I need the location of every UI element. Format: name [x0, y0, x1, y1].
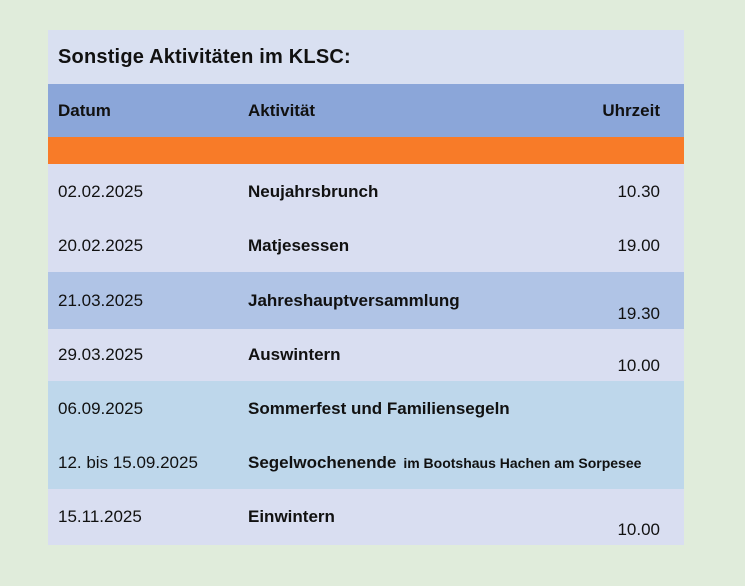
table-row: 21.03.2025 Jahreshauptversammlung 19.30: [48, 272, 684, 329]
cell-activity: Neujahrsbrunch: [248, 181, 379, 201]
table-row: 02.02.2025 Neujahrsbrunch 10.30: [48, 164, 684, 219]
cell-date: 15.11.2025: [58, 507, 142, 526]
cell-activity: Auswintern: [248, 345, 341, 364]
table-row: 06.09.2025 Sommerfest und Familiensegeln: [48, 381, 684, 436]
cell-date: 12. bis 15.09.2025: [58, 452, 198, 472]
cell-date: 06.09.2025: [58, 398, 144, 418]
cell-activity: Einwintern: [248, 507, 335, 526]
cell-activity: Segelwochenende: [248, 452, 397, 472]
page-title: Sonstige Aktivitäten im KLSC:: [58, 45, 351, 68]
cell-date: 21.03.2025: [58, 290, 144, 310]
cell-time: 19.30: [617, 304, 660, 323]
table-title-block: Sonstige Aktivitäten im KLSC:: [48, 30, 684, 84]
table-row: 15.11.2025 Einwintern 10.00: [48, 489, 684, 545]
cell-date: 29.03.2025: [58, 345, 144, 364]
activities-table: Sonstige Aktivitäten im KLSC: Datum Akti…: [48, 30, 684, 545]
cell-time: 10.30: [617, 181, 660, 201]
cell-activity: Jahreshauptversammlung: [248, 290, 460, 310]
table-row: 29.03.2025 Auswintern 10.00: [48, 329, 684, 381]
table-row: 20.02.2025 Matjesessen 19.00: [48, 219, 684, 272]
orange-accent-bar: [48, 137, 684, 164]
cell-time: 19.00: [617, 235, 660, 255]
table-header-row: Datum Aktivität Uhrzeit: [48, 84, 684, 137]
cell-time: 10.00: [617, 356, 660, 375]
column-header-uhrzeit: Uhrzeit: [602, 100, 660, 120]
table-row: 12. bis 15.09.2025 Segelwochenende im Boo…: [48, 436, 684, 489]
cell-activity: Sommerfest und Familiensegeln: [248, 398, 510, 418]
column-header-datum: Datum: [58, 100, 111, 120]
cell-date: 20.02.2025: [58, 235, 144, 255]
cell-activity-detail: im Bootshaus Hachen am Sorpesee: [403, 454, 642, 471]
cell-date: 02.02.2025: [58, 181, 144, 201]
cell-time: 10.00: [617, 520, 660, 539]
cell-activity: Matjesessen: [248, 235, 350, 255]
column-header-aktivitaet: Aktivität: [248, 100, 316, 120]
